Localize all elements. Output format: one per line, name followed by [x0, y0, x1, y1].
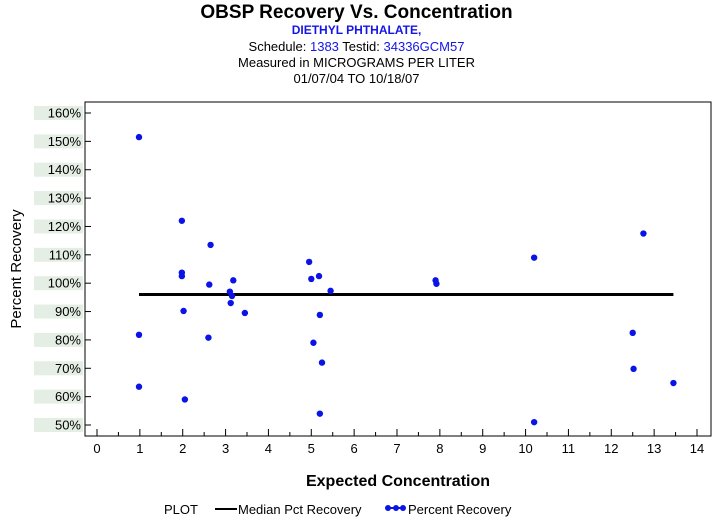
- y-tick-band: [34, 162, 83, 177]
- data-point: [530, 418, 538, 426]
- data-point: [181, 396, 189, 403]
- y-tick-bands: [34, 106, 83, 432]
- data-point: [530, 254, 538, 261]
- data-point: [629, 329, 636, 337]
- x-tick-label: 4: [265, 441, 272, 456]
- data-point: [207, 241, 214, 249]
- legend-title: PLOT: [164, 502, 198, 517]
- x-tick-label: 13: [647, 441, 661, 456]
- data-point: [228, 292, 236, 300]
- y-tick-band: [34, 332, 83, 347]
- data-point: [135, 133, 143, 141]
- data-points: [135, 133, 677, 426]
- data-point: [327, 287, 334, 295]
- y-tick-band: [34, 219, 83, 234]
- x-tick-label: 8: [436, 441, 443, 456]
- date-range: 01/07/04 TO 10/18/07: [293, 71, 420, 86]
- schedule-line: Schedule: 1383 Testid: 34336GCM57: [0, 39, 713, 54]
- data-point: [315, 272, 323, 280]
- y-tick-label: 110%: [49, 247, 82, 262]
- data-point: [630, 365, 637, 373]
- y-axis-ticks: 50% 60% 70% 80% 90% 100% 110% 120% 130% 140% 150% 1…: [48, 106, 91, 433]
- legend-points-swatch: [385, 505, 406, 511]
- y-tick-label: 90%: [55, 304, 81, 319]
- data-point: [318, 359, 326, 366]
- x-tick-label: 7: [393, 441, 400, 456]
- legend-points-label: Percent Recovery: [408, 502, 512, 517]
- x-tick-label: 0: [93, 441, 100, 456]
- testid-label: Testid:: [342, 39, 380, 54]
- data-point: [135, 331, 143, 339]
- legend: PLOT Median Pct Recovery Percent Recover…: [164, 502, 512, 517]
- y-tick-band: [34, 134, 83, 149]
- y-tick-label: 160%: [48, 106, 82, 121]
- y-tick-label: 130%: [48, 191, 82, 206]
- chart-title: OBSP Recovery Vs. Concentration: [200, 2, 513, 23]
- y-tick-label: 150%: [48, 134, 82, 149]
- data-point: [316, 410, 324, 417]
- data-point: [205, 334, 212, 341]
- x-tick-label: 14: [690, 441, 704, 456]
- data-point: [305, 258, 313, 266]
- data-point: [433, 280, 440, 287]
- data-point: [670, 379, 677, 387]
- y-tick-band: [34, 304, 83, 319]
- compound-name: DIETHYL PHTHALATE,: [291, 23, 422, 37]
- y-tick-label: 120%: [48, 219, 82, 234]
- y-tick-label: 60%: [55, 389, 81, 404]
- x-tick-label: 12: [604, 441, 618, 456]
- data-point: [227, 299, 234, 307]
- y-tick-label: 50%: [55, 418, 81, 433]
- data-point: [316, 311, 324, 319]
- schedule-value: 1383: [309, 39, 339, 54]
- data-point: [310, 339, 317, 346]
- units-line: Measured in MICROGRAMS PER LITER: [238, 55, 475, 70]
- x-tick-label: 6: [351, 441, 358, 456]
- data-point: [640, 230, 647, 237]
- data-point: [180, 307, 187, 315]
- x-axis-ticks: 0 1 2 3 4 5 6 7 8 9 10 11 12 13 14: [93, 429, 704, 456]
- y-tick-band: [34, 361, 83, 376]
- x-tick-label: 3: [222, 441, 229, 456]
- x-tick-label: 10: [518, 441, 532, 456]
- y-axis-label: Percent Recovery: [8, 209, 25, 329]
- data-point: [178, 272, 186, 280]
- y-tick-band: [34, 276, 83, 291]
- y-tick-band: [34, 389, 83, 404]
- x-axis-label: Expected Concentration: [306, 473, 490, 490]
- x-tick-label: 11: [562, 441, 576, 456]
- data-point: [241, 309, 249, 317]
- x-tick-label: 2: [179, 441, 186, 456]
- data-point: [206, 281, 213, 288]
- plot-frame: [84, 101, 712, 437]
- x-tick-label: 9: [479, 441, 486, 456]
- y-tick-band: [34, 247, 83, 262]
- x-tick-label: 5: [308, 441, 315, 456]
- data-point: [135, 383, 143, 390]
- y-tick-label: 70%: [55, 361, 81, 376]
- data-point: [230, 277, 237, 284]
- y-tick-label: 80%: [55, 332, 81, 347]
- y-tick-label: 100%: [48, 276, 82, 291]
- y-tick-band: [34, 418, 83, 432]
- schedule-label: Schedule:: [248, 39, 307, 54]
- testid-value: 34336GCM57: [383, 39, 465, 54]
- y-tick-label: 140%: [48, 162, 82, 177]
- data-point: [308, 275, 315, 283]
- legend-median-label: Median Pct Recovery: [238, 502, 362, 517]
- y-tick-band: [34, 106, 83, 120]
- x-tick-label: 1: [136, 441, 143, 456]
- y-tick-band: [34, 191, 83, 206]
- data-point: [178, 217, 186, 224]
